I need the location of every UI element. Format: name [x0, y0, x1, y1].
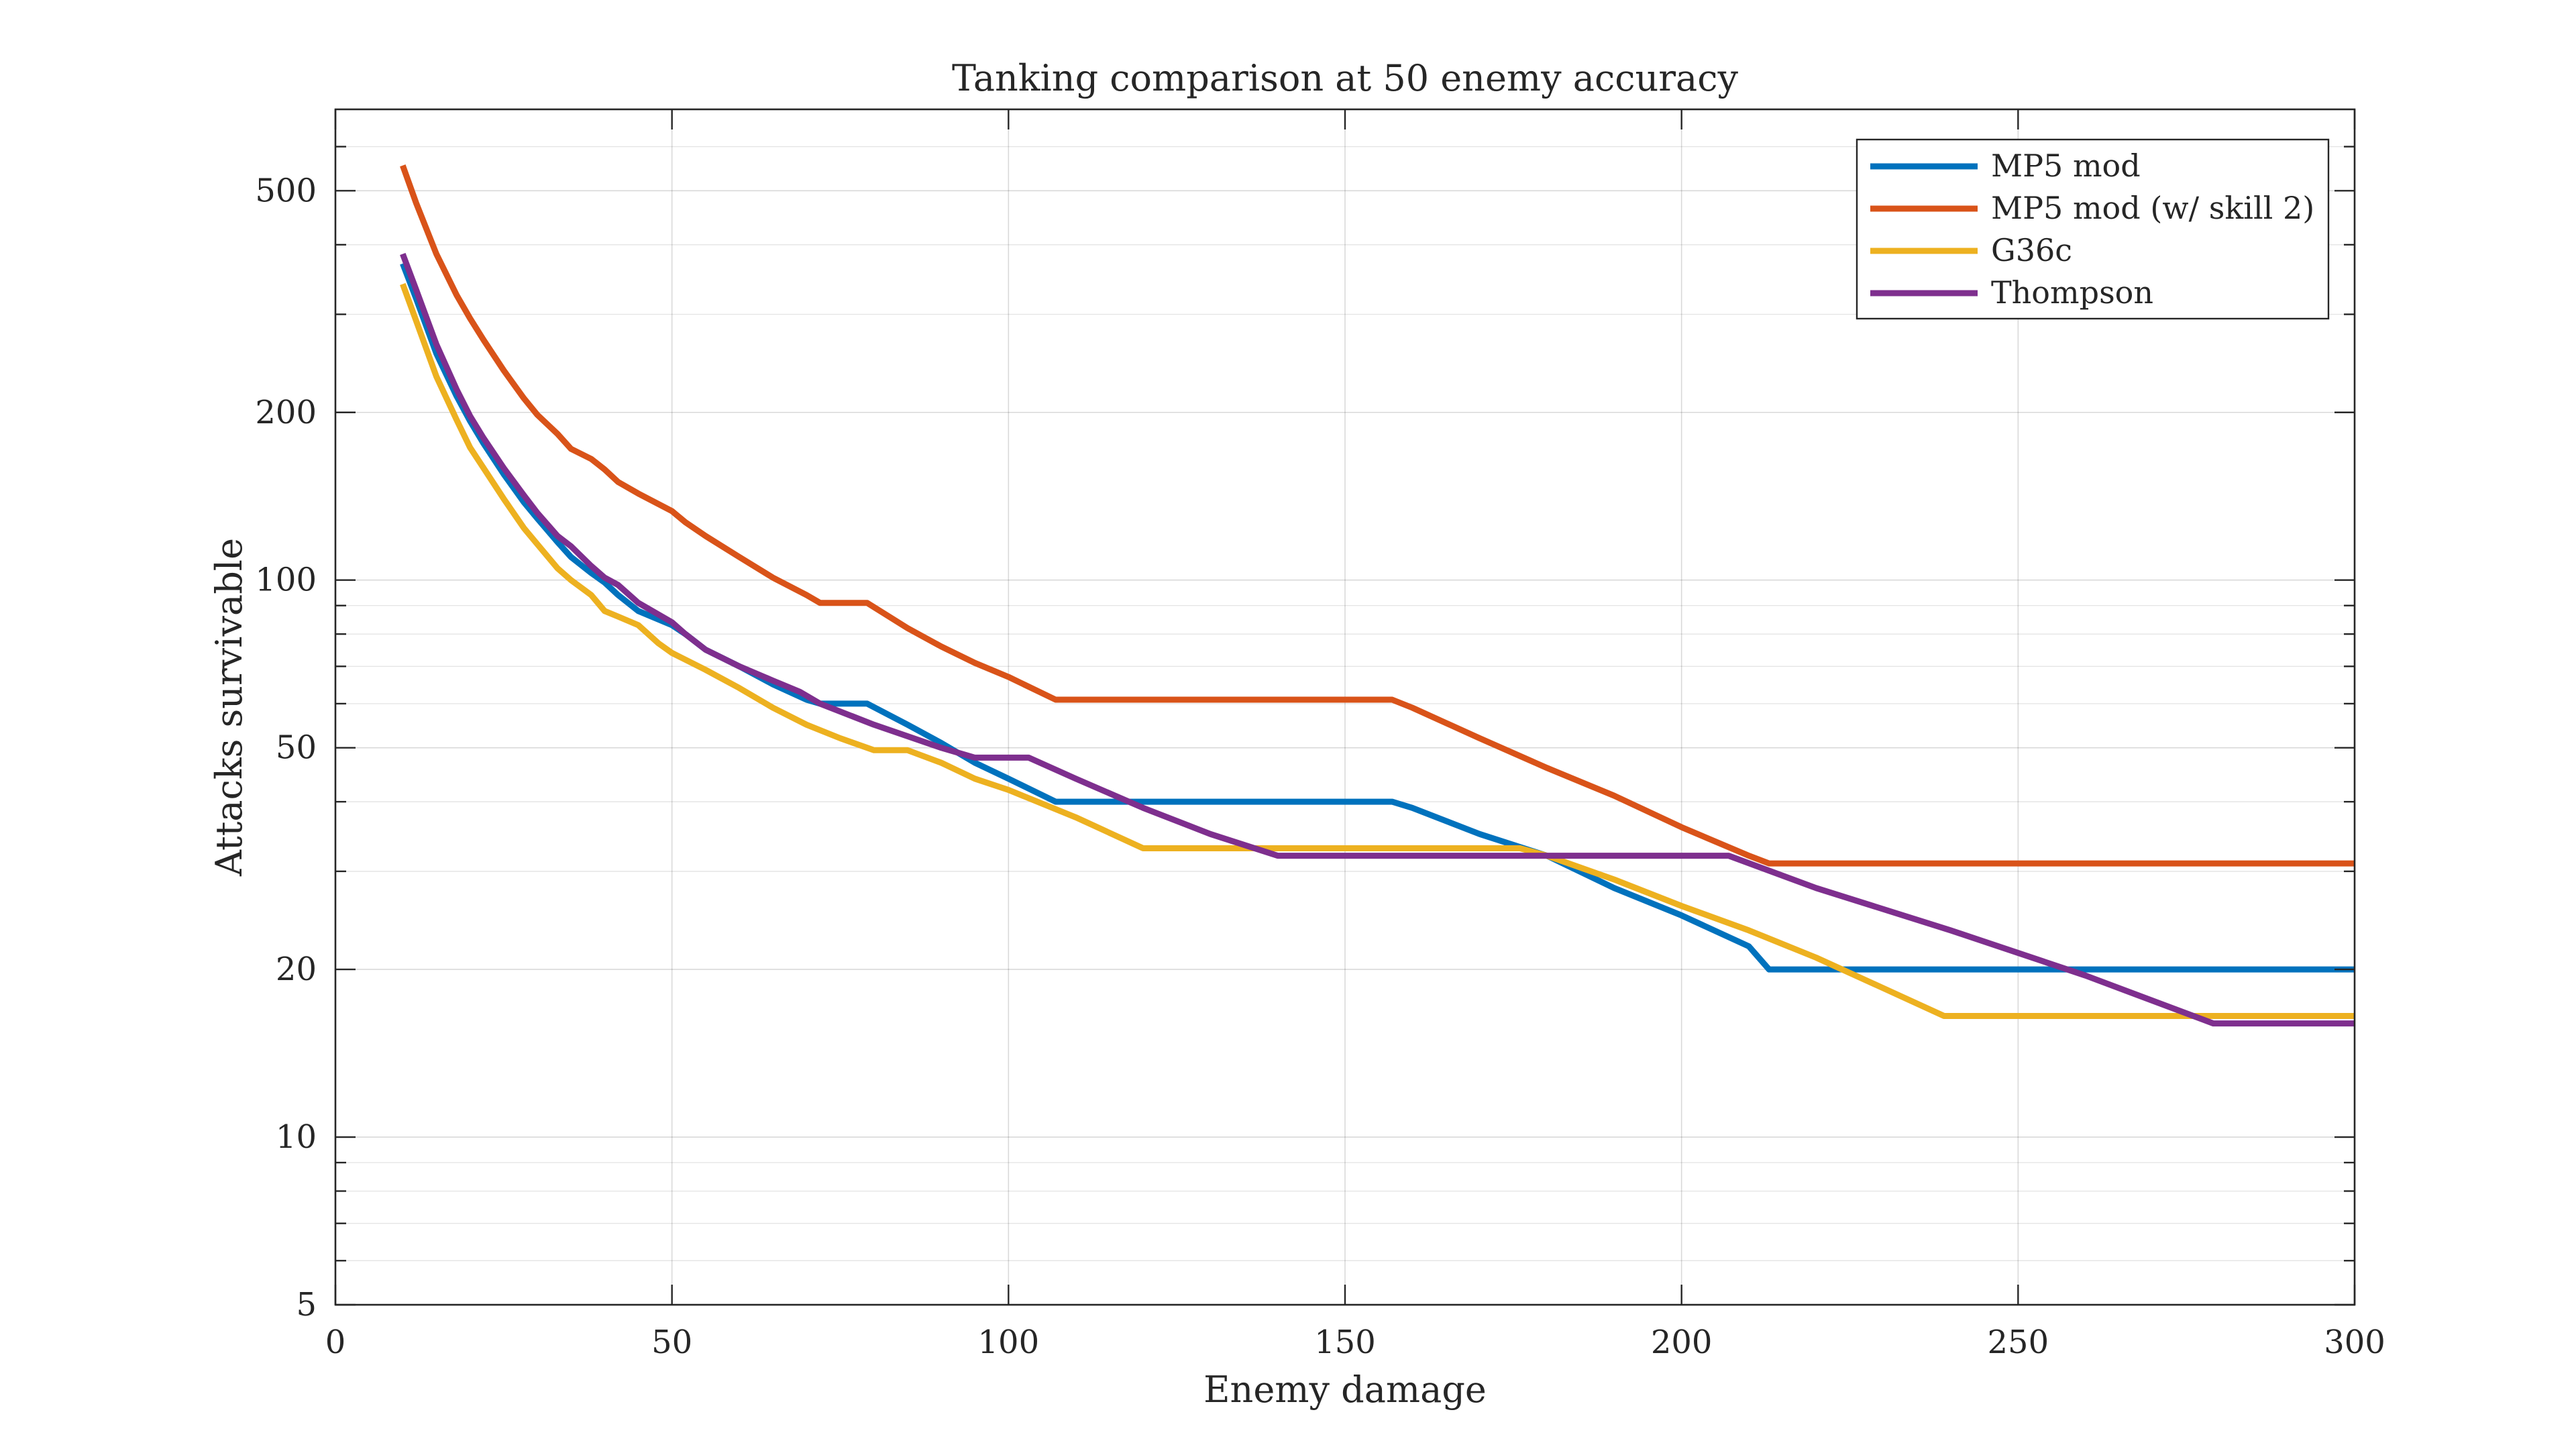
y-tick-label: 200 — [255, 394, 317, 431]
x-tick-label: 250 — [1988, 1324, 2049, 1361]
x-tick-label: 150 — [1314, 1324, 1376, 1361]
legend-label: Thompson — [1991, 274, 2153, 311]
y-tick-label: 500 — [255, 172, 317, 209]
x-tick-label: 50 — [651, 1324, 692, 1361]
x-tick-label: 200 — [1651, 1324, 1713, 1361]
legend: MP5 mod MP5 mod (w/ skill 2) G36c Thompson — [1857, 140, 2328, 319]
y-tick-label: 5 — [296, 1286, 317, 1324]
y-tick-label: 50 — [276, 729, 317, 767]
legend-label: MP5 mod (w/ skill 2) — [1991, 190, 2314, 226]
y-axis-label: Attacks survivable — [208, 538, 250, 877]
legend-label: G36c — [1991, 232, 2072, 268]
x-tick-label: 100 — [978, 1324, 1040, 1361]
x-tick-label: 300 — [2324, 1324, 2385, 1361]
x-tick-label: 0 — [325, 1324, 346, 1361]
y-tick-label: 20 — [276, 951, 317, 988]
legend-label: MP5 mod — [1991, 148, 2141, 184]
y-tick-label: 10 — [276, 1118, 317, 1156]
chart-title: Tanking comparison at 50 enemy accuracy — [952, 57, 1738, 99]
y-tick-label: 100 — [255, 561, 317, 599]
x-axis-label: Enemy damage — [1203, 1368, 1487, 1411]
